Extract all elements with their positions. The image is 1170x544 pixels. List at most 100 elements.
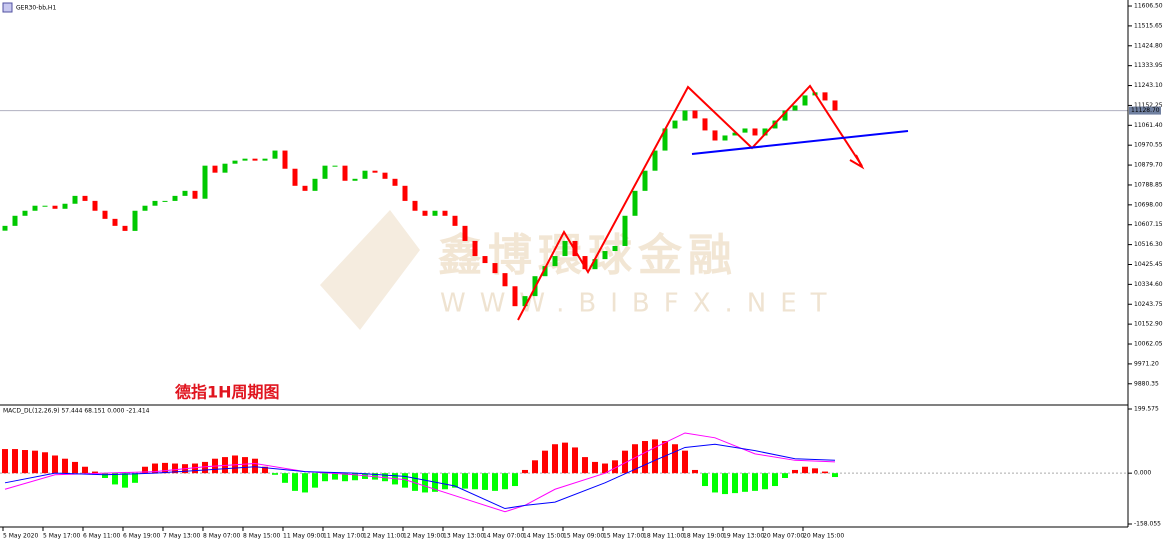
candle-body <box>112 218 118 226</box>
macd-bar <box>152 463 158 474</box>
macd-bar <box>772 473 778 487</box>
macd-bar <box>202 461 208 474</box>
macd-bar <box>292 473 298 491</box>
macd-bar <box>492 473 498 491</box>
macd-bar <box>242 457 248 474</box>
candle-body <box>132 210 138 231</box>
x-tick-label: 15 May 09:00 <box>563 533 604 540</box>
macd-bar <box>92 471 98 474</box>
candle-body <box>822 92 828 101</box>
macd-bar <box>762 473 768 490</box>
macd-bar <box>82 466 88 474</box>
macd-bar <box>252 458 258 474</box>
y-tick-label: 11243.10 <box>1134 82 1163 89</box>
y-tick-label: 9971.20 <box>1134 360 1159 367</box>
window-icon[interactable] <box>2 2 13 13</box>
macd-bar <box>552 444 558 474</box>
macd-bar <box>642 441 648 474</box>
candle-body <box>622 215 628 246</box>
candle-body <box>342 165 348 181</box>
candle-body <box>802 95 808 106</box>
candle-body <box>172 195 178 201</box>
y2-tick-label: 199.575 <box>1134 405 1159 412</box>
macd-bar <box>22 450 28 474</box>
watermark-text: 鑫博環球金融 <box>438 230 738 281</box>
candle-body <box>782 110 788 121</box>
candle-body <box>302 185 308 191</box>
x-tick-label: 19 May 13:00 <box>723 533 764 540</box>
candle-body <box>312 178 318 191</box>
candle-body <box>722 135 728 141</box>
macd-bar <box>462 473 468 489</box>
x-tick-label: 8 May 07:00 <box>203 533 241 540</box>
macd-bar <box>272 473 278 475</box>
candle-body <box>42 205 48 207</box>
candle-body <box>472 240 478 257</box>
zigzag-drawing <box>517 84 863 321</box>
candle-body <box>682 110 688 121</box>
plot-layer <box>2 92 838 513</box>
x-tick-label: 6 May 11:00 <box>83 533 121 540</box>
macd-bar <box>72 461 78 474</box>
macd-bar <box>632 444 638 474</box>
candle-body <box>692 110 698 119</box>
macd-bar <box>122 473 128 488</box>
candle-body <box>752 128 758 136</box>
macd-bar <box>732 473 738 494</box>
macd-line <box>4 432 836 513</box>
candle-body <box>582 256 588 270</box>
macd-bar <box>722 473 728 495</box>
candle-body <box>702 118 708 131</box>
candle-body <box>62 203 68 209</box>
y-tick-label: 10516.30 <box>1134 241 1163 248</box>
candle-body <box>322 165 328 179</box>
macd-bar <box>162 462 168 474</box>
x-tick-label: 18 May 19:00 <box>683 533 724 540</box>
y-tick-label: 11061.40 <box>1134 122 1163 129</box>
candle-body <box>432 210 438 216</box>
x-tick-label: 11 May 09:00 <box>283 533 324 540</box>
candle-body <box>652 150 658 171</box>
candle-body <box>422 210 428 216</box>
macd-bar <box>602 463 608 474</box>
candle-body <box>152 200 158 206</box>
macd-bar <box>502 473 508 490</box>
x-tick-label: 20 May 15:00 <box>803 533 844 540</box>
macd-bar <box>572 447 578 474</box>
y-tick-label: 11515.65 <box>1134 22 1163 29</box>
y-tick-label: 10698.00 <box>1134 201 1163 208</box>
candle-body <box>592 259 598 270</box>
x-tick-label: 13 May 13:00 <box>443 533 484 540</box>
y-tick-label: 11424.80 <box>1134 42 1163 49</box>
macd-bar <box>172 463 178 474</box>
macd-bar <box>712 473 718 493</box>
candle-body <box>12 215 18 226</box>
macd-bar <box>472 473 478 490</box>
macd-bar <box>562 442 568 474</box>
candle-body <box>262 158 268 161</box>
trend-line <box>691 130 909 155</box>
candle-body <box>742 128 748 133</box>
x-tick-label: 12 May 11:00 <box>363 533 404 540</box>
macd-bar <box>682 450 688 474</box>
candle-body <box>212 165 218 173</box>
candle-body <box>382 172 388 179</box>
y-tick-label: 10425.45 <box>1134 261 1163 268</box>
y-tick-label: 11333.95 <box>1134 62 1163 69</box>
chart-title: GER30-bb,H1 <box>16 5 56 12</box>
macd-bar <box>452 473 458 488</box>
candle-body <box>602 251 608 260</box>
macd-bar <box>52 455 58 474</box>
candle-body <box>122 225 128 231</box>
macd-bar <box>672 444 678 474</box>
macd-bar <box>802 466 808 474</box>
x-tick-label: 12 May 19:00 <box>403 533 444 540</box>
macd-bar <box>752 473 758 491</box>
candle-body <box>462 225 468 241</box>
candle-body <box>292 168 298 186</box>
candle-body <box>222 163 228 173</box>
y2-tick-label: -158.055 <box>1134 520 1161 527</box>
y-tick-label: 10152.90 <box>1134 321 1163 328</box>
x-tick-label: 20 May 07:00 <box>763 533 804 540</box>
